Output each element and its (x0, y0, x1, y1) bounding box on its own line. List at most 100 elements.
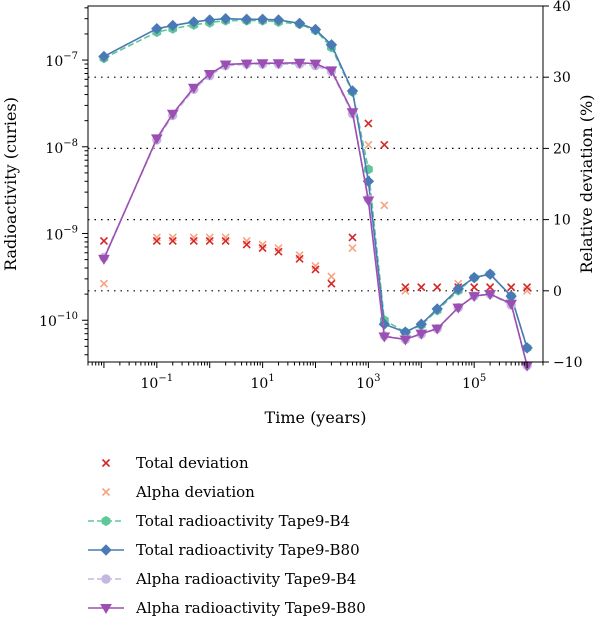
y2-tick-label: 20 (553, 141, 571, 157)
data-point (256, 59, 269, 70)
series-line (103, 61, 528, 366)
x-tick-label: 101 (251, 373, 275, 392)
data-point (98, 50, 110, 63)
data-point (327, 279, 336, 288)
series-4 (99, 59, 532, 371)
data-point (327, 272, 336, 281)
data-point (523, 283, 532, 292)
y-tick-label: 10−9 (45, 225, 78, 244)
legend-marker (101, 515, 111, 527)
data-point (167, 19, 179, 32)
data-point (415, 318, 427, 330)
y2-tick-label: 30 (553, 70, 571, 86)
series-3 (98, 12, 533, 354)
data-point (240, 59, 253, 70)
data-point (364, 140, 373, 149)
data-point (431, 324, 444, 335)
y2-tick-label: 40 (553, 0, 571, 15)
data-point (274, 247, 283, 256)
data-point (293, 17, 306, 30)
data-point (203, 70, 216, 81)
legend-label: Total deviation (136, 454, 249, 472)
y2-tick-label: 0 (553, 284, 562, 300)
data-point (505, 299, 518, 310)
series-1 (99, 140, 532, 295)
series-5 (98, 58, 533, 372)
x-tick-label: 10−1 (141, 373, 174, 392)
data-point (431, 303, 443, 315)
legend-item: Total deviation (101, 454, 249, 472)
series-layer (98, 12, 533, 372)
data-point (348, 244, 357, 253)
data-point (221, 236, 230, 246)
y2-tick-label: −10 (553, 355, 583, 371)
x-axis-label: Time (years) (265, 408, 367, 427)
data-point (204, 14, 216, 26)
y-tick-label: 10−10 (39, 311, 78, 330)
legend-marker (101, 487, 111, 497)
data-point (346, 108, 359, 119)
data-point (309, 23, 322, 36)
data-point (380, 201, 389, 210)
data-point (507, 283, 516, 292)
y-axis-label: Radioactivity (curies) (1, 97, 20, 271)
data-point (417, 283, 426, 292)
data-point (295, 254, 304, 263)
x-tick-label: 105 (462, 373, 486, 392)
legend: Total deviation Alpha deviation Total radi… (88, 454, 366, 617)
data-point (325, 66, 338, 77)
legend-item: Alpha radioactivity Tape9-B4 (88, 570, 356, 588)
data-point (452, 283, 464, 295)
data-point (219, 60, 232, 71)
legend-label: Alpha deviation (135, 483, 255, 501)
data-point (240, 13, 253, 26)
plot-area-frame (87, 5, 544, 363)
legend-label: Alpha radioactivity Tape9-B80 (135, 599, 366, 617)
data-point (346, 85, 359, 97)
data-point (401, 283, 410, 292)
data-point (152, 236, 161, 246)
data-point (521, 342, 533, 354)
data-point (309, 59, 322, 70)
data-point (399, 335, 412, 346)
data-point (415, 329, 428, 340)
data-point (378, 332, 391, 343)
data-point (166, 109, 179, 120)
data-point (189, 236, 198, 246)
legend-marker (100, 604, 112, 614)
legend-label: Total radioactivity Tape9-B80 (136, 541, 360, 559)
legend-item: Total radioactivity Tape9-B80 (88, 541, 360, 559)
legend-marker (101, 574, 111, 584)
data-point (188, 16, 200, 28)
data-point (219, 12, 232, 25)
data-point (151, 22, 163, 35)
data-point (272, 14, 285, 26)
data-point (470, 283, 479, 292)
data-point (258, 244, 267, 253)
data-point (362, 196, 375, 207)
data-point (484, 290, 496, 301)
data-point (256, 13, 269, 26)
data-point (242, 240, 251, 249)
data-point (98, 254, 110, 265)
data-point (293, 58, 306, 69)
data-point (433, 283, 442, 292)
x-tick-label: 103 (356, 373, 380, 392)
data-point (272, 59, 285, 70)
series-line (103, 63, 528, 366)
data-point (187, 83, 200, 94)
data-point (364, 119, 373, 128)
right-y-axis-label: Relative deviation (%) (577, 95, 596, 274)
y-tick-label: 10−8 (45, 138, 78, 157)
data-point (484, 268, 496, 280)
data-point (325, 39, 338, 51)
legend-label: Alpha radioactivity Tape9-B4 (135, 570, 356, 588)
data-point (311, 265, 320, 274)
data-point (168, 236, 177, 246)
data-point (468, 271, 480, 284)
legend-item: Alpha deviation (101, 483, 255, 501)
legend-label: Total radioactivity Tape9-B4 (136, 512, 350, 530)
data-point (150, 134, 163, 145)
legend-marker (100, 544, 112, 556)
